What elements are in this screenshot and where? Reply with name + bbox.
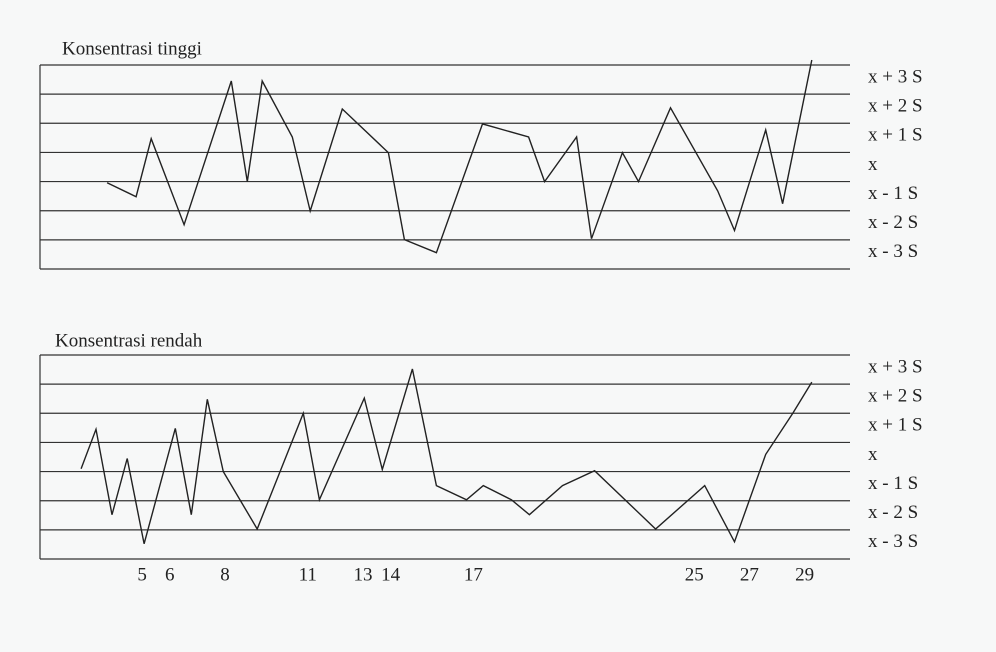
y-tick-label: x + 2 S	[868, 96, 923, 117]
x-tick-label: 13	[353, 564, 372, 585]
y-tick-label: x - 2 S	[868, 502, 918, 523]
y-tick-label: x	[868, 444, 878, 465]
y-tick-label: x + 1 S	[868, 125, 923, 146]
x-tick-label: 8	[220, 564, 230, 585]
y-tick-label: x + 2 S	[868, 386, 923, 407]
x-tick-label: 27	[740, 564, 759, 585]
y-tick-label: x - 3 S	[868, 531, 918, 552]
y-tick-label: x - 3 S	[868, 241, 918, 262]
chart-title: Konsentrasi rendah	[55, 330, 203, 351]
x-tick-label: 11	[299, 564, 317, 585]
chart-title: Konsentrasi tinggi	[62, 38, 202, 59]
y-tick-label: x - 1 S	[868, 183, 918, 204]
x-tick-label: 17	[464, 564, 483, 585]
x-tick-label: 25	[685, 564, 704, 585]
y-tick-label: x - 1 S	[868, 473, 918, 494]
y-tick-label: x + 3 S	[868, 356, 923, 377]
y-tick-label: x	[868, 154, 878, 175]
data-line	[80, 368, 813, 544]
x-tick-label: 29	[795, 564, 814, 585]
y-tick-label: x + 1 S	[868, 415, 923, 436]
x-tick-label: 5	[137, 564, 147, 585]
y-tick-label: x - 2 S	[868, 212, 918, 233]
x-tick-label: 14	[381, 564, 401, 585]
data-line	[106, 59, 813, 254]
x-tick-label: 6	[165, 564, 175, 585]
y-tick-label: x + 3 S	[868, 66, 923, 87]
